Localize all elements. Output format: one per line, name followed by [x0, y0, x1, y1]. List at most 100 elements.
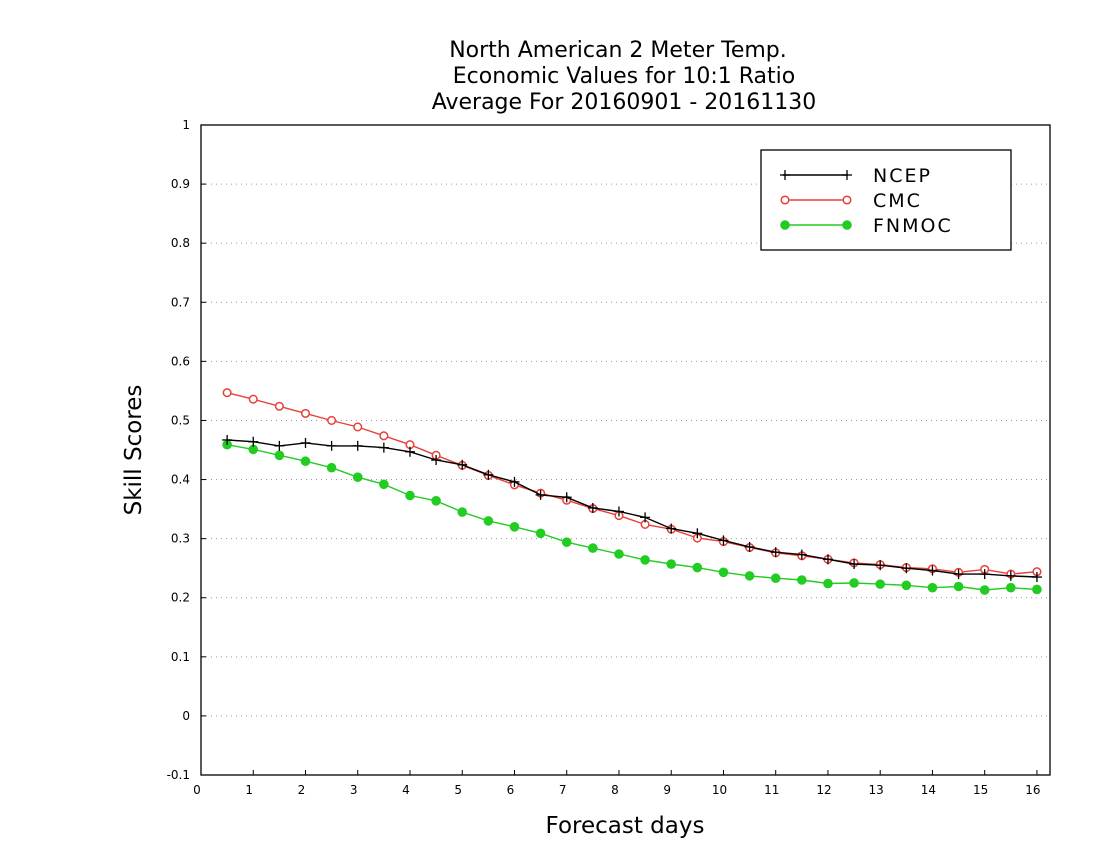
data-point-fnmoc: [300, 456, 311, 467]
data-point-ncep: [404, 446, 415, 457]
data-point-fnmoc: [666, 559, 677, 569]
data-point-fnmoc: [875, 579, 886, 589]
x-tick-label: 13: [869, 783, 884, 797]
series-fnmoc: [222, 439, 1042, 595]
data-point-ncep: [561, 492, 572, 503]
data-point-fnmoc: [849, 578, 859, 588]
data-point-fnmoc: [431, 496, 441, 506]
legend-marker-cmc: [842, 195, 852, 205]
data-point-ncep: [222, 434, 233, 445]
x-tick-label: 14: [921, 783, 936, 797]
data-point-ncep: [509, 476, 520, 487]
data-point-fnmoc: [979, 585, 990, 595]
series-line-cmc: [226, 392, 1037, 575]
x-tick-label: 5: [454, 783, 462, 797]
data-point-fnmoc: [823, 578, 833, 589]
data-point-ncep: [587, 502, 598, 513]
y-tick-label: 0.3: [171, 532, 190, 546]
data-point-cmc: [300, 408, 311, 418]
data-point-cmc: [327, 415, 337, 426]
data-point-ncep: [849, 559, 860, 570]
data-point-cmc: [274, 401, 284, 411]
chart-title: North American 2 Meter Temp. Economic Va…: [432, 38, 817, 115]
legend-label-ncep: NCEP: [873, 165, 932, 187]
data-point-ncep: [457, 459, 468, 470]
data-point-fnmoc: [509, 522, 520, 532]
data-point-fnmoc: [274, 450, 285, 461]
data-point-fnmoc: [1032, 584, 1042, 595]
data-point-fnmoc: [588, 543, 598, 553]
data-point-ncep: [666, 523, 677, 534]
data-point-ncep: [352, 440, 363, 451]
x-tick-label: 2: [298, 783, 306, 797]
data-series: [222, 388, 1042, 595]
data-point-ncep: [248, 436, 259, 447]
y-tick-label: 0.7: [171, 295, 190, 309]
legend-item-fnmoc: FNMOC: [780, 215, 953, 237]
data-point-fnmoc: [561, 537, 572, 547]
data-point-ncep: [822, 554, 833, 565]
data-point-fnmoc: [1006, 582, 1016, 593]
data-point-fnmoc: [744, 571, 755, 581]
data-point-ncep: [378, 442, 389, 453]
data-point-fnmoc: [901, 580, 912, 591]
chart-title-line-3: Average For 20160901 - 20161130: [432, 90, 817, 115]
data-point-ncep: [300, 437, 311, 448]
data-point-fnmoc: [457, 507, 468, 517]
y-tick-label: 0.6: [171, 354, 190, 368]
data-point-ncep: [535, 489, 546, 500]
y-tick-label: -0.1: [167, 768, 190, 782]
data-point-fnmoc: [718, 567, 729, 578]
legend-item-ncep: NCEP: [780, 165, 932, 187]
chart-title-line-2: Economic Values for 10:1 Ratio: [453, 64, 795, 89]
y-tick-label: 0.8: [171, 236, 190, 250]
legend-marker-fnmoc: [842, 220, 852, 230]
x-tick-label: 12: [816, 783, 831, 797]
data-point-ncep: [770, 547, 781, 558]
data-point-cmc: [222, 388, 232, 398]
x-tick-label: 8: [611, 783, 619, 797]
data-point-ncep: [927, 565, 938, 576]
x-tick-label: 9: [663, 783, 671, 797]
plot-frame: [200, 124, 1051, 776]
chart-title-line-1: North American 2 Meter Temp.: [449, 38, 787, 63]
data-point-ncep: [979, 569, 990, 580]
x-tick-label: 10: [712, 783, 727, 797]
data-point-fnmoc: [535, 528, 546, 539]
data-point-ncep: [796, 549, 807, 560]
data-point-ncep: [901, 563, 912, 574]
data-point-fnmoc: [326, 462, 337, 473]
data-point-fnmoc: [692, 562, 703, 573]
data-point-fnmoc: [379, 479, 389, 490]
data-point-fnmoc: [797, 575, 807, 585]
data-point-ncep: [613, 506, 624, 517]
x-tick-label: 0: [193, 783, 201, 797]
axis-ticks: -0.100.10.20.30.40.50.60.70.80.910 1 2 3 4 5 6…: [167, 118, 1041, 797]
data-point-cmc: [379, 431, 389, 441]
data-point-fnmoc: [640, 555, 650, 565]
data-point-fnmoc: [405, 490, 415, 501]
data-point-fnmoc: [770, 573, 781, 584]
x-tick-label: 16: [1025, 783, 1040, 797]
y-tick-label: 1: [182, 118, 190, 132]
x-tick-label: 7: [559, 783, 567, 797]
y-tick-label: 0.1: [171, 650, 190, 664]
legend-marker-ncep: [842, 170, 852, 180]
data-point-ncep: [1031, 572, 1042, 583]
legend-marker-cmc: [780, 195, 790, 205]
data-point-cmc: [248, 394, 258, 404]
data-point-cmc: [353, 422, 363, 432]
x-tick-label: 3: [350, 783, 358, 797]
data-point-fnmoc: [614, 549, 624, 559]
legend-item-cmc: CMC: [780, 190, 920, 212]
data-point-ncep: [483, 469, 494, 480]
data-point-fnmoc: [483, 516, 494, 526]
x-tick-label: 1: [245, 783, 253, 797]
data-point-ncep: [431, 455, 442, 466]
series-ncep: [222, 434, 1042, 583]
y-axis-label: Skill Scores: [121, 385, 147, 516]
data-point-ncep: [326, 440, 337, 451]
data-point-fnmoc: [953, 581, 964, 592]
grid-lines: [201, 183, 1050, 717]
legend-label-fnmoc: FNMOC: [873, 215, 953, 237]
